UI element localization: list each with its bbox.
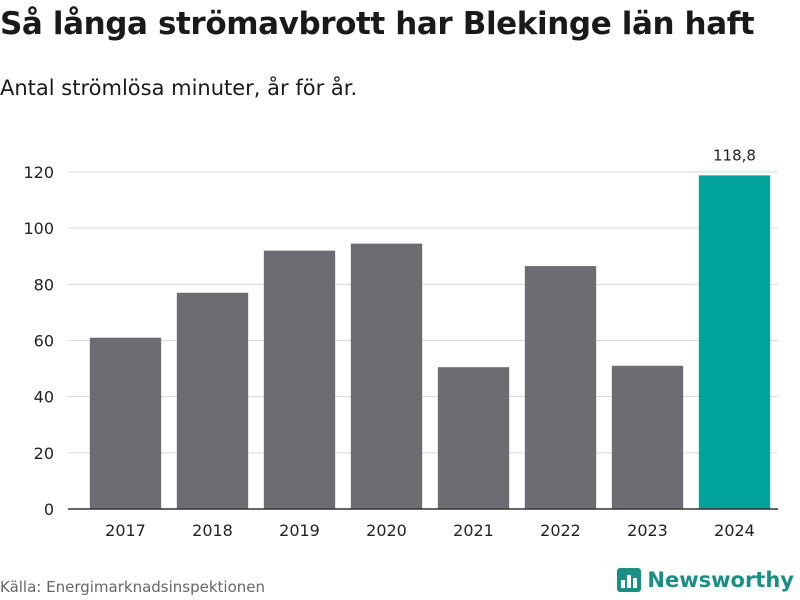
y-tick-label: 40 bbox=[34, 388, 54, 407]
x-tick-label: 2018 bbox=[192, 521, 233, 540]
bar-2021 bbox=[437, 367, 510, 509]
chart-subtitle: Antal strömlösa minuter, år för år. bbox=[0, 76, 358, 100]
x-tick-label: 2019 bbox=[279, 521, 320, 540]
brand-name: Newsworthy bbox=[647, 568, 794, 592]
bar-2023 bbox=[611, 365, 684, 509]
bar-2018 bbox=[176, 292, 249, 509]
y-tick-label: 60 bbox=[34, 332, 54, 351]
brand-logo: Newsworthy bbox=[617, 568, 794, 592]
data-label: 118,8 bbox=[713, 146, 756, 164]
x-tick-label: 2020 bbox=[366, 521, 407, 540]
newsworthy-logo-icon bbox=[617, 568, 642, 592]
bar-2022 bbox=[524, 266, 597, 509]
bar-2020 bbox=[350, 243, 423, 510]
bar-2019 bbox=[263, 250, 336, 509]
x-tick-label: 2024 bbox=[714, 521, 755, 540]
x-tick-label: 2021 bbox=[453, 521, 494, 540]
x-tick-label: 2017 bbox=[105, 521, 146, 540]
bar-2024 bbox=[698, 175, 771, 509]
bar-2017 bbox=[89, 337, 162, 509]
x-tick-label: 2022 bbox=[540, 521, 581, 540]
y-tick-label: 100 bbox=[23, 219, 54, 238]
y-tick-label: 80 bbox=[34, 275, 54, 294]
y-tick-label: 120 bbox=[23, 163, 54, 182]
source-note: Källa: Energimarknadsinspektionen bbox=[0, 578, 266, 596]
x-tick-label: 2023 bbox=[627, 521, 668, 540]
bar-chart: 0 20 40 60 80 100 120 2017 2018 2019 2020 2021 2022 2… bbox=[23, 146, 778, 540]
y-tick-label: 20 bbox=[34, 444, 54, 463]
y-tick-label: 0 bbox=[44, 500, 54, 519]
chart-title: Så långa strömavbrott har Blekinge län h… bbox=[0, 6, 755, 42]
